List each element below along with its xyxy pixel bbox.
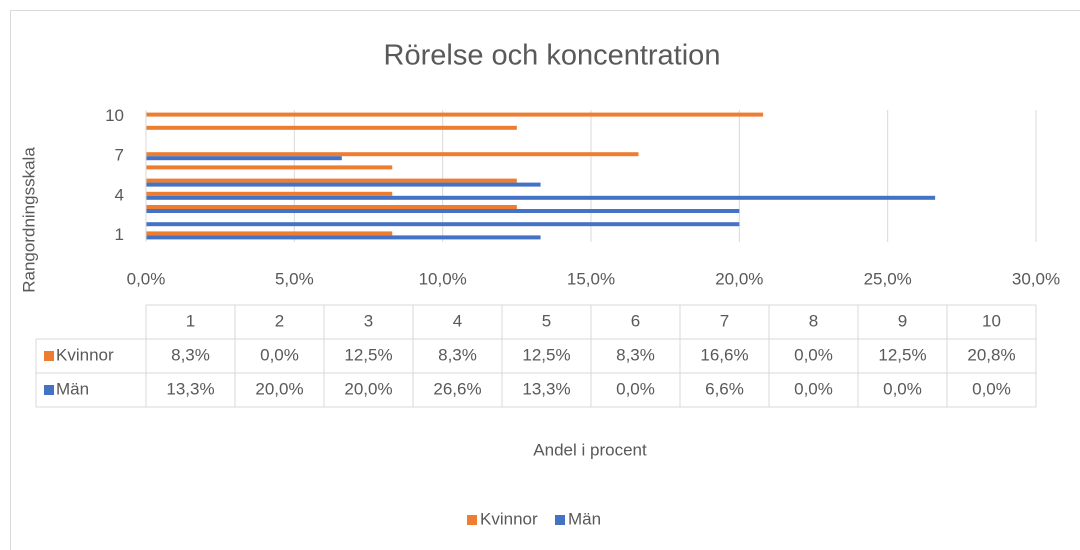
bar bbox=[146, 112, 764, 117]
table-cell: 8,3% bbox=[438, 345, 477, 364]
bar bbox=[146, 209, 740, 213]
table-cell: 0,0% bbox=[616, 379, 655, 398]
bar bbox=[146, 222, 740, 227]
table-cell: 20,0% bbox=[344, 379, 392, 398]
table-header: 6 bbox=[631, 311, 640, 330]
y-tick-label: 7 bbox=[115, 146, 124, 165]
bar bbox=[146, 191, 393, 196]
x-tick-label: 0,0% bbox=[127, 269, 166, 288]
table-cell: 20,8% bbox=[967, 345, 1015, 364]
x-tick-label: 5,0% bbox=[275, 269, 314, 288]
bar bbox=[146, 125, 517, 130]
table-cell: 0,0% bbox=[972, 379, 1011, 398]
table-header: 3 bbox=[364, 311, 373, 330]
table-cell: 16,6% bbox=[700, 345, 748, 364]
legend-key bbox=[44, 351, 54, 361]
table-cell: 12,5% bbox=[522, 345, 570, 364]
table-cell: 0,0% bbox=[794, 345, 833, 364]
table-cell: 12,5% bbox=[878, 345, 926, 364]
bar bbox=[146, 182, 541, 187]
table-header: 8 bbox=[809, 311, 818, 330]
table-cell: 8,3% bbox=[171, 345, 210, 364]
chart-title: Rörelse och koncentration bbox=[384, 40, 721, 72]
bar bbox=[146, 231, 393, 236]
table-cell: 26,6% bbox=[433, 379, 481, 398]
table-row-label: Kvinnor bbox=[56, 345, 114, 364]
table-cell: 13,3% bbox=[166, 379, 214, 398]
x-axis-title: Andel i procent bbox=[533, 440, 647, 459]
table-cell: 0,0% bbox=[883, 379, 922, 398]
bar bbox=[146, 195, 936, 200]
x-tick-label: 10,0% bbox=[419, 269, 467, 288]
bar bbox=[146, 178, 517, 183]
table-header: 5 bbox=[542, 311, 551, 330]
x-tick-label: 25,0% bbox=[864, 269, 912, 288]
y-tick-label: 10 bbox=[105, 106, 124, 125]
bar bbox=[146, 205, 517, 209]
legend-key bbox=[44, 385, 54, 395]
table-header: 9 bbox=[898, 311, 907, 330]
bar bbox=[146, 235, 541, 240]
legend-key bbox=[555, 515, 565, 525]
table-cell: 0,0% bbox=[260, 345, 299, 364]
table-header: 2 bbox=[275, 311, 284, 330]
bar bbox=[146, 156, 342, 161]
table-cell: 8,3% bbox=[616, 345, 655, 364]
table-cell: 20,0% bbox=[255, 379, 303, 398]
table-cell: 13,3% bbox=[522, 379, 570, 398]
table-cell: 6,6% bbox=[705, 379, 744, 398]
table-header: 1 bbox=[186, 311, 195, 330]
table-header: 10 bbox=[982, 311, 1001, 330]
x-tick-label: 30,0% bbox=[1012, 269, 1060, 288]
y-tick-label: 1 bbox=[115, 225, 124, 244]
table-header: 7 bbox=[720, 311, 729, 330]
bar bbox=[146, 152, 639, 157]
legend-key bbox=[467, 515, 477, 525]
table-header: 4 bbox=[453, 311, 462, 330]
table-row-label: Män bbox=[56, 379, 89, 398]
x-tick-label: 20,0% bbox=[715, 269, 763, 288]
y-tick-label: 4 bbox=[115, 185, 124, 204]
table-cell: 0,0% bbox=[794, 379, 833, 398]
y-axis-title: Rangordningsskala bbox=[19, 147, 38, 293]
bar bbox=[146, 165, 393, 170]
legend-label: Kvinnor bbox=[480, 509, 538, 528]
chart-border bbox=[10, 10, 1080, 550]
legend-label: Män bbox=[568, 509, 601, 528]
table-cell: 12,5% bbox=[344, 345, 392, 364]
x-tick-label: 15,0% bbox=[567, 269, 615, 288]
